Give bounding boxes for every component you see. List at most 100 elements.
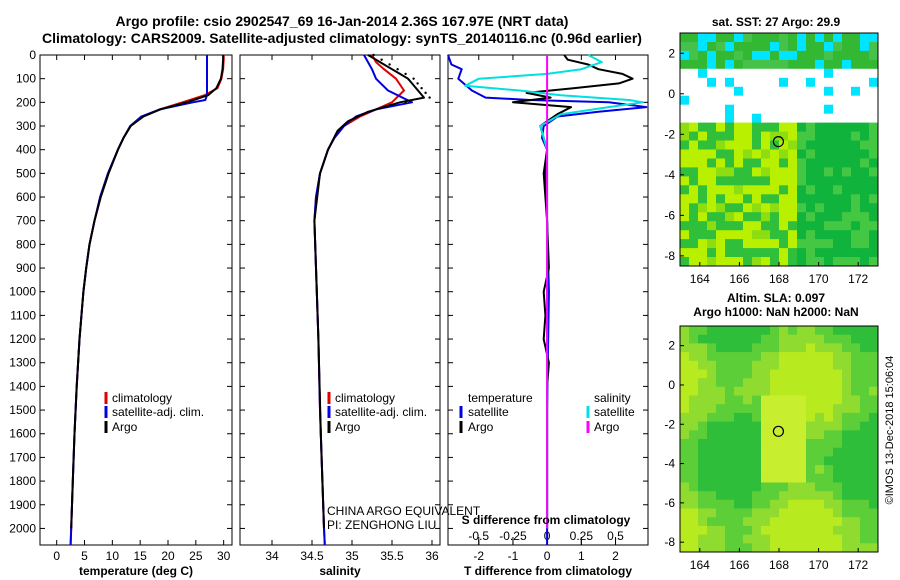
map-cell [842,404,852,414]
map-cell [698,473,708,483]
map-cell [680,239,690,249]
y-tick-label: 1900 [9,498,36,512]
map-cell [860,203,870,213]
map-cell [689,404,699,414]
map-cell [806,508,816,518]
map-cell [833,230,843,240]
map-cell [770,230,780,240]
sla-map-title-1: Altim. SLA: 0.097 [727,291,825,305]
map-cell [788,95,798,106]
temperature-legend: climatology satellite-adj. clim. Argo [104,391,204,434]
map-cell [689,543,699,553]
map-cell [716,369,726,379]
x-tick-label: 5 [81,549,88,563]
map-cell [815,473,825,483]
map-cell [761,257,771,267]
map-cell [761,212,771,222]
map-cell [869,104,879,115]
map-cell [743,50,753,61]
map-cell [770,465,780,475]
map-cell [779,239,789,249]
map-cell [779,360,789,370]
map-cell [797,543,807,553]
argo-sample-dot [396,68,399,71]
legend-t-argo-label: Argo [468,420,494,434]
map-cell [833,395,843,405]
map-cell [743,491,753,501]
map-cell [716,33,726,43]
map-cell [698,68,708,79]
map-cell [833,334,843,344]
map-cell [743,343,753,353]
map-cell [842,248,852,258]
map-cell [842,386,852,396]
map-cell [860,248,870,258]
map-cell [815,203,825,213]
map-cell [824,59,834,70]
map-cell [797,334,807,344]
map-cell [761,113,771,124]
map-cell [842,378,852,388]
argo-location-marker [772,425,785,437]
map-cell [779,203,789,213]
map-cell [707,68,717,79]
map-cell [707,33,717,43]
map-cell [779,131,789,142]
map-cell [860,352,870,362]
map-cell [716,212,726,222]
map-cell [851,404,861,414]
map-cell [734,59,744,70]
map-cell [752,68,762,79]
map-cell [761,508,771,518]
map-cell [743,412,753,423]
map-cell [716,95,726,106]
map-cell [815,86,825,97]
map-cell [752,482,762,492]
map-cell [815,140,825,150]
map-cell [869,149,879,159]
map-cell [716,86,726,97]
series-temperature-satellite [447,54,648,545]
map-cell [707,543,717,553]
map-cell [869,352,879,362]
map-cell [833,50,843,61]
map-cell [689,86,699,97]
map-cell [779,59,789,70]
map-cell [770,158,780,168]
map-cell [851,149,861,159]
map-cell [797,42,807,52]
map-cell [779,86,789,97]
map-cell [851,360,861,370]
map-cell [707,42,717,52]
map-cell [698,499,708,509]
map-cell [734,404,744,414]
map-cell [824,439,834,449]
map-cell [869,95,879,106]
map-cell [806,185,816,195]
map-cell [869,33,879,43]
map-cell [860,491,870,501]
map-cell [743,447,753,457]
map-cell [770,421,780,431]
y-tick-label: 0 [29,48,36,62]
map-cell [824,239,834,249]
map-cell [833,194,843,204]
map-cell [698,534,708,544]
x-tick-label: -1 [508,549,519,563]
map-x-tick-label: 168 [769,558,789,572]
map-cell [824,369,834,379]
x-tick-label: -2 [473,549,484,563]
map-cell [734,86,744,97]
map-cell [797,491,807,501]
map-cell [851,447,861,457]
map-cell [815,395,825,405]
x-tick-label: 35 [345,549,359,563]
map-cell [761,50,771,61]
map-cell [851,68,861,79]
legend-climatology-label: climatology [335,391,395,405]
map-cell [833,517,843,527]
map-cell [743,230,753,240]
map-x-tick-label: 172 [848,558,868,572]
map-cell [797,404,807,414]
map-cell [716,149,726,159]
